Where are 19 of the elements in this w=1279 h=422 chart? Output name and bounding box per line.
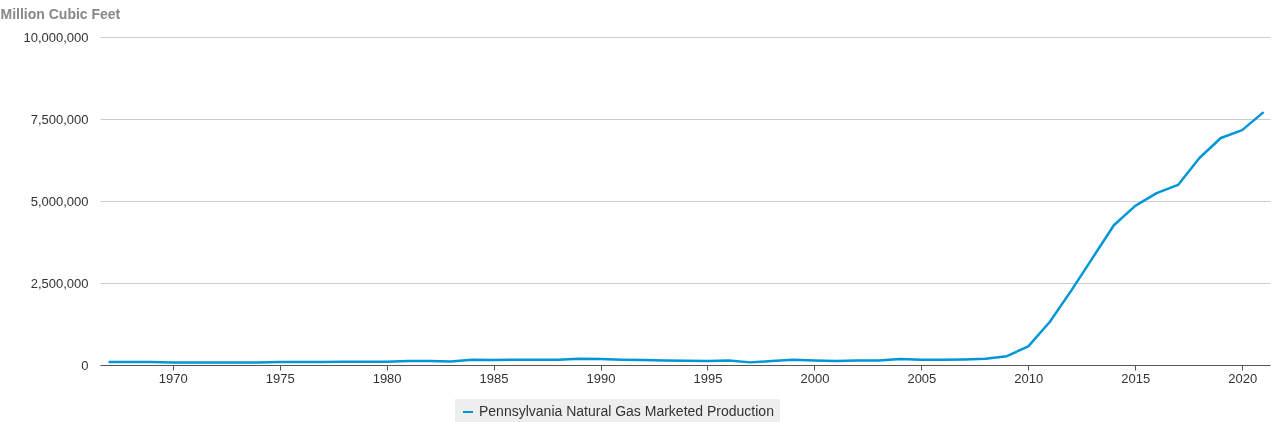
- x-tick-label: 1985: [479, 370, 509, 386]
- x-tick-label: 2015: [1121, 370, 1151, 386]
- y-tick-label: 10,000,000: [23, 29, 89, 45]
- x-tick-label: 2005: [907, 370, 937, 386]
- x-tick-label: 1995: [693, 370, 723, 386]
- y-tick-label: 5,000,000: [30, 193, 89, 209]
- legend-label: Pennsylvania Natural Gas Marketed Production: [479, 403, 774, 419]
- x-tick-label: 2000: [800, 370, 830, 386]
- x-tick-label: 1970: [158, 370, 188, 386]
- x-tick-label: 1975: [265, 370, 295, 386]
- y-tick-label: 7,500,000: [30, 111, 89, 127]
- y-tick-label: 2,500,000: [30, 275, 89, 291]
- line-series: [107, 110, 1265, 364]
- y-tick-label: 0: [81, 357, 89, 373]
- x-tick-label: 1990: [586, 370, 616, 386]
- y-axis-title: Million Cubic Feet: [0, 5, 121, 22]
- x-tick-label: 2020: [1228, 370, 1258, 386]
- x-tick-label: 1980: [372, 370, 402, 386]
- x-tick-label: 2010: [1014, 370, 1044, 386]
